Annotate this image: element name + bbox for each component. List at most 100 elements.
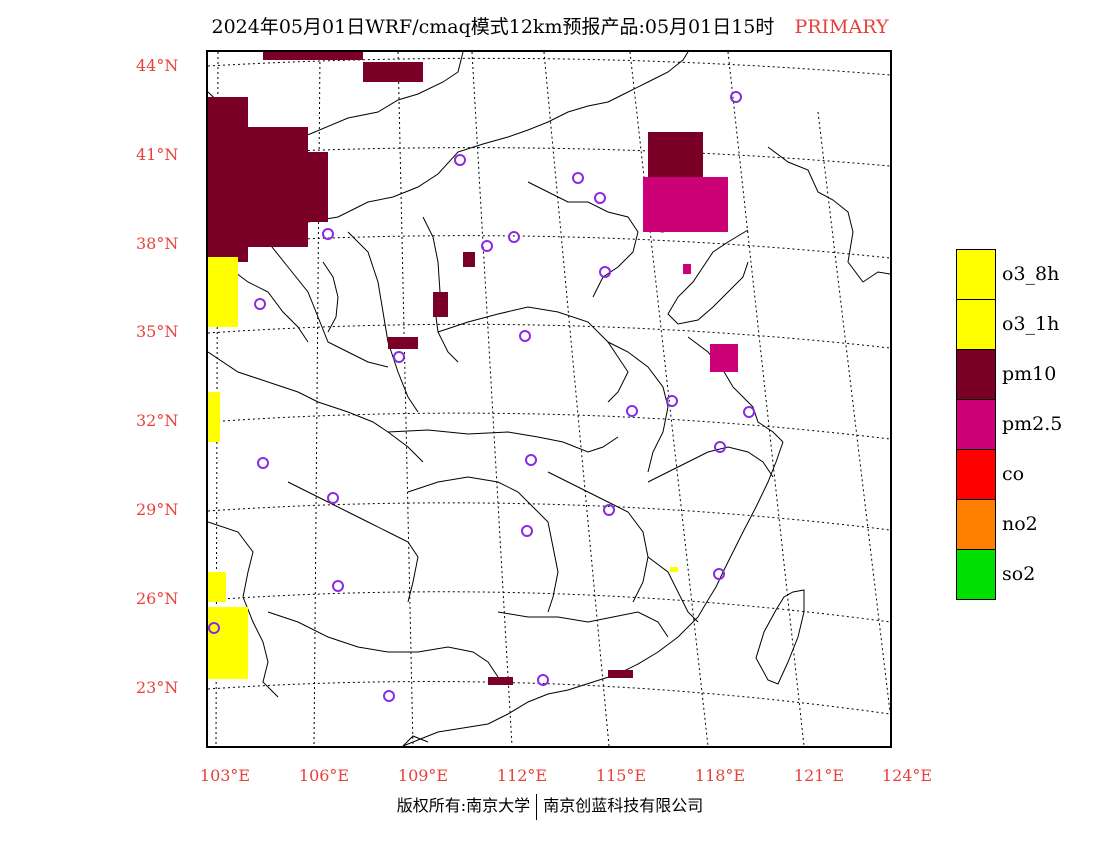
station-marker (208, 622, 220, 634)
lon-label-103e: 103°E (199, 766, 251, 785)
legend-swatch-o3-8h (956, 249, 996, 300)
station-marker (383, 690, 395, 702)
prov-shanxi (422, 216, 459, 363)
gridline-124e (817, 111, 890, 713)
pm10-area-inner-mongolia-mid (248, 127, 308, 247)
prov-henan (437, 306, 629, 403)
prov-hunan (407, 476, 559, 613)
pm10-area-guangdong-west (488, 677, 513, 685)
prov-gansu (247, 207, 389, 368)
lat-label-32n: 32°N (136, 411, 179, 430)
lat-label-41n: 41°N (136, 145, 179, 164)
station-marker (713, 568, 725, 580)
station-marker (572, 172, 584, 184)
station-markers (208, 91, 755, 702)
station-marker (666, 395, 678, 407)
hainan-outline (402, 735, 429, 746)
legend-label-pm25: pm2.5 (1002, 413, 1063, 435)
prov-hubei (387, 429, 619, 453)
prov-guangdong (497, 611, 669, 638)
station-marker (594, 192, 606, 204)
o3-areas (208, 257, 678, 679)
prov-anhui (607, 341, 669, 473)
o3-area-yunnan-a (208, 572, 226, 602)
o3-area-yunnan-b (208, 607, 248, 679)
pm10-area-guangdong-east (608, 670, 633, 678)
legend-label-o3-1h: o3_1h (1002, 313, 1060, 335)
gridline-121e (727, 52, 805, 746)
prov-ningxia (322, 261, 339, 333)
lon-label-109e: 109°E (397, 766, 449, 785)
gridline-38n (208, 235, 890, 259)
legend-swatch-o3-1h (956, 299, 996, 350)
prov-jiangxi (547, 471, 649, 603)
lon-label-115e: 115°E (595, 766, 647, 785)
gridline-29n (208, 502, 890, 531)
pm25-area-hebei (643, 177, 728, 232)
station-marker (454, 154, 466, 166)
northeast-border (607, 52, 689, 103)
title-text: 2024年05月01日WRF/cmaq模式12km预报产品:05月01日15时 (211, 16, 775, 38)
o3-area-gansu (208, 257, 238, 327)
prov-sichuan (208, 351, 424, 463)
pm25-area-jiangsu (710, 344, 738, 372)
gridline-44n (208, 57, 890, 76)
lat-label-26n: 26°N (136, 589, 179, 608)
korea-border (767, 146, 890, 283)
station-marker (537, 674, 549, 686)
map-canvas (208, 52, 890, 746)
prov-guizhou (287, 481, 419, 603)
station-marker (743, 406, 755, 418)
station-marker (730, 91, 742, 103)
lat-label-38n: 38°N (136, 234, 179, 253)
gridline-112e (471, 52, 513, 746)
legend-swatch-no2 (956, 499, 996, 550)
shandong-coast (667, 229, 749, 325)
legend-swatch-so2 (956, 549, 996, 600)
copyright-left: 版权所有:南京大学 (396, 796, 531, 815)
pm25-areas (643, 177, 738, 372)
legend-label-co: co (1002, 463, 1025, 485)
station-marker (521, 525, 533, 537)
pm10-areas (208, 52, 703, 685)
legend-label-pm10: pm10 (1002, 363, 1057, 385)
lat-label-23n: 23°N (136, 678, 179, 697)
station-marker (626, 405, 638, 417)
pm25-area-shandong (683, 264, 691, 274)
legend-swatch-co (956, 449, 996, 500)
station-marker (481, 240, 493, 252)
east-coast (402, 441, 784, 746)
prov-zhejiang (647, 446, 774, 483)
lon-label-121e: 121°E (793, 766, 845, 785)
gridline-35n (208, 323, 890, 349)
lon-label-106e: 106°E (298, 766, 350, 785)
pm10-area-north-patch (363, 62, 423, 82)
lon-label-124e: 124°E (881, 766, 933, 785)
lon-label-112e: 112°E (496, 766, 548, 785)
lat-label-29n: 29°N (136, 500, 179, 519)
lon-label-118e: 118°E (694, 766, 746, 785)
station-marker (525, 454, 537, 466)
legend-swatch-pm10 (956, 349, 996, 400)
gridline-32n (208, 412, 890, 440)
station-marker (322, 228, 334, 240)
pm10-area-inner-mongolia-west (208, 97, 248, 262)
gridline-118e (629, 52, 709, 746)
station-marker (603, 504, 615, 516)
lat-label-44n: 44°N (136, 56, 179, 75)
pm10-area-inner-mongolia-east (308, 152, 328, 222)
station-marker (257, 457, 269, 469)
station-marker (327, 492, 339, 504)
title-primary-tag: PRIMARY (794, 16, 889, 38)
pm10-area-shanxi-c (463, 252, 475, 267)
gridline-23n (208, 681, 890, 715)
legend-label-o3-8h: o3_8h (1002, 263, 1060, 285)
o3-area-fujian (670, 567, 678, 572)
prov-fujian (647, 556, 699, 623)
lat-label-35n: 35°N (136, 322, 179, 341)
prov-hebei (527, 181, 639, 298)
station-marker (599, 266, 611, 278)
legend-label-no2: no2 (1002, 513, 1038, 535)
station-marker (519, 330, 531, 342)
gridline-26n (208, 591, 890, 623)
